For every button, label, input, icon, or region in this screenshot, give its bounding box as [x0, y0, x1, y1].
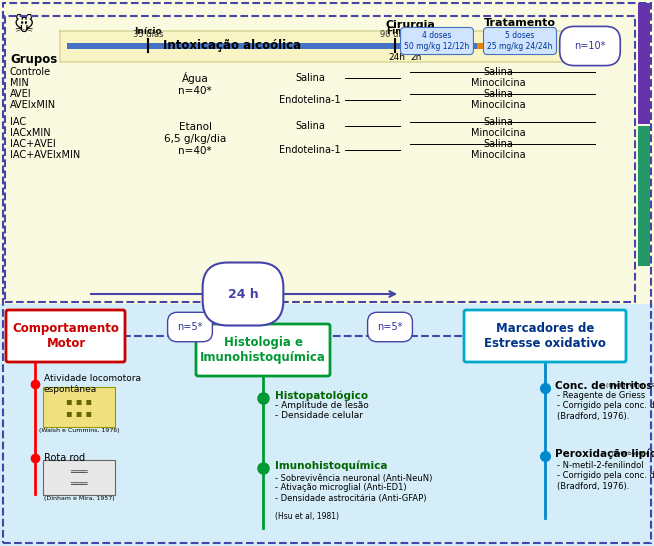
Text: Imunohistoquímica: Imunohistoquímica	[275, 461, 388, 471]
Text: Peroxidação lipídica: Peroxidação lipídica	[555, 449, 654, 459]
Text: - N-metil-2-fenilindol: - N-metil-2-fenilindol	[557, 461, 644, 471]
Text: 5 doses
25 mg/kg 24/24h: 5 doses 25 mg/kg 24/24h	[487, 31, 553, 51]
Text: Rota rod: Rota rod	[44, 453, 85, 463]
Text: IACxMIN: IACxMIN	[10, 128, 50, 138]
Text: - Sobrevivência neuronal (Anti-NeuN): - Sobrevivência neuronal (Anti-NeuN)	[275, 473, 432, 483]
Text: 24h: 24h	[388, 53, 405, 62]
Text: Salina: Salina	[295, 73, 325, 83]
Text: 90 dias: 90 dias	[380, 30, 410, 39]
Text: Minocilcina: Minocilcina	[471, 128, 525, 138]
Text: Endotelina-1: Endotelina-1	[279, 95, 341, 105]
Text: IAC+AVEI: IAC+AVEI	[10, 139, 56, 149]
FancyBboxPatch shape	[67, 43, 397, 49]
FancyBboxPatch shape	[477, 43, 557, 49]
Text: (Walsh e Cummins, 1976): (Walsh e Cummins, 1976)	[39, 428, 119, 433]
Text: Cirurgia: Cirurgia	[385, 20, 435, 30]
Text: Salina: Salina	[295, 121, 325, 131]
Text: Minocilcina: Minocilcina	[471, 78, 525, 88]
Text: Controle: Controle	[10, 67, 51, 77]
FancyBboxPatch shape	[638, 3, 650, 124]
Text: IAC+AVEIxMIN: IAC+AVEIxMIN	[10, 150, 80, 160]
Text: Início: Início	[134, 27, 162, 36]
FancyBboxPatch shape	[196, 324, 330, 376]
Text: (Dinham e Mira, 1957): (Dinham e Mira, 1957)	[44, 496, 114, 501]
Text: Água
n=40*: Água n=40*	[178, 72, 212, 96]
Text: 4 doses
50 mg/kg 12/12h: 4 doses 50 mg/kg 12/12h	[404, 31, 470, 51]
Text: 🐭: 🐭	[14, 16, 34, 35]
Text: Fim: Fim	[386, 27, 404, 36]
Text: - Corrigido pela conc. de proteína: - Corrigido pela conc. de proteína	[557, 401, 654, 411]
Text: Histopatológico: Histopatológico	[275, 391, 368, 401]
Text: (Hsu et al, 1981): (Hsu et al, 1981)	[275, 512, 339, 520]
Text: Endotelina-1: Endotelina-1	[279, 145, 341, 155]
Text: (Esterbauer e Cheeseman, 1990): (Esterbauer e Cheeseman, 1990)	[612, 452, 654, 456]
Text: n=5*: n=5*	[377, 322, 403, 332]
Text: Comportamento
Motor: Comportamento Motor	[12, 322, 120, 350]
FancyBboxPatch shape	[6, 310, 125, 362]
FancyBboxPatch shape	[0, 0, 654, 304]
Text: 35 dias: 35 dias	[133, 30, 164, 39]
Text: IAC: IAC	[10, 117, 26, 127]
Text: 24 h: 24 h	[228, 288, 258, 300]
Text: (Bradford, 1976).: (Bradford, 1976).	[557, 482, 629, 490]
Text: AVEIxMIN: AVEIxMIN	[10, 100, 56, 110]
Text: - Densidade astrocitária (Anti-GFAP): - Densidade astrocitária (Anti-GFAP)	[275, 494, 426, 502]
Text: Atividade locomotora
espontânea: Atividade locomotora espontânea	[44, 375, 141, 394]
FancyBboxPatch shape	[464, 310, 626, 362]
Text: Salina: Salina	[483, 139, 513, 149]
Text: Minocilcina: Minocilcina	[471, 150, 525, 160]
FancyBboxPatch shape	[638, 126, 650, 266]
Text: AVEI: AVEI	[10, 89, 31, 99]
Text: - Amplitude de lesão: - Amplitude de lesão	[275, 401, 369, 411]
Text: - Densidade celular: - Densidade celular	[275, 412, 363, 420]
Text: Minocilcina: Minocilcina	[471, 100, 525, 110]
Text: - Corrigido pela conc. de proteína: - Corrigido pela conc. de proteína	[557, 472, 654, 480]
Text: Intoxicação alcoólica: Intoxicação alcoólica	[163, 39, 301, 52]
Text: - Ativação microglial (Anti-ED1): - Ativação microglial (Anti-ED1)	[275, 484, 407, 492]
Text: Salina: Salina	[483, 117, 513, 127]
FancyBboxPatch shape	[0, 304, 654, 546]
Text: Grupos: Grupos	[10, 52, 58, 66]
Text: Salina: Salina	[483, 67, 513, 77]
Text: MIN: MIN	[10, 78, 29, 88]
Polygon shape	[60, 31, 592, 62]
Text: - Reagente de Griess: - Reagente de Griess	[557, 391, 645, 401]
Text: Marcadores de
Estresse oxidativo: Marcadores de Estresse oxidativo	[484, 322, 606, 350]
Text: ▪ ▪ ▪
▪ ▪ ▪: ▪ ▪ ▪ ▪ ▪ ▪	[66, 397, 92, 419]
Text: (Green et al, 1981): (Green et al, 1981)	[606, 383, 654, 389]
Text: Tratamento: Tratamento	[484, 18, 556, 28]
Text: Histologia e
Imunohistoquímica: Histologia e Imunohistoquímica	[200, 336, 326, 364]
Text: (Bradford, 1976).: (Bradford, 1976).	[557, 412, 629, 420]
FancyBboxPatch shape	[397, 43, 477, 49]
Text: 2h: 2h	[410, 53, 422, 62]
Text: n=10*: n=10*	[574, 41, 606, 51]
FancyBboxPatch shape	[43, 460, 115, 495]
Text: ═══
═══: ═══ ═══	[70, 467, 88, 489]
Text: Conc. de nitritos: Conc. de nitritos	[555, 381, 653, 391]
Text: n=5*: n=5*	[177, 322, 203, 332]
Text: Etanol
6,5 g/kg/dia
n=40*: Etanol 6,5 g/kg/dia n=40*	[164, 122, 226, 156]
FancyBboxPatch shape	[43, 387, 115, 427]
Text: Salina: Salina	[483, 89, 513, 99]
